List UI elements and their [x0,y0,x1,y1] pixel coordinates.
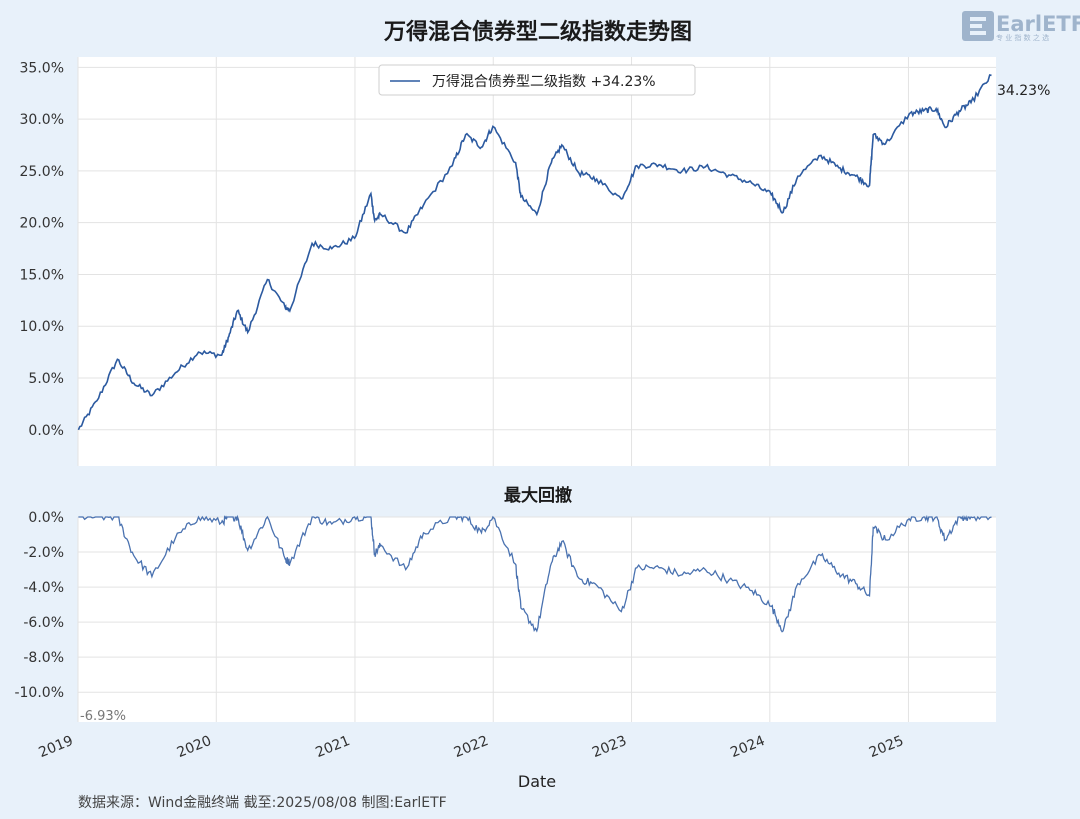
drawdown-y-tick-label: -6.0% [23,615,64,631]
logo-text: EarlETF [996,12,1080,36]
x-tick-label: 2020 [175,733,214,761]
drawdown-y-axis: 0.0% -2.0% -4.0% -6.0% -8.0% -10.0% [14,510,64,701]
index-series-line [77,74,992,431]
end-value-label: 34.23% [997,83,1050,99]
main-y-tick-label: 35.0% [20,60,64,76]
source-note: 数据来源：Wind金融终端 截至:2025/08/08 制图:EarlETF [78,795,447,811]
logo-subtext: 专 业 指 数 之 选 [996,33,1049,42]
main-y-tick-label: 30.0% [20,112,64,128]
x-tick-label: 2021 [313,733,352,761]
drawdown-y-tick-label: 0.0% [28,510,64,526]
drawdown-y-tick-label: -2.0% [23,545,64,561]
drawdown-y-tick-label: -8.0% [23,650,64,666]
main-y-tick-label: 0.0% [28,423,64,439]
main-y-tick-label: 5.0% [28,371,64,387]
drawdown-y-tick-label: -10.0% [14,685,64,701]
main-y-tick-label: 10.0% [20,319,64,335]
legend-entry-label: 万得混合债券型二级指数 +34.23% [432,73,656,90]
x-tick-label: 2024 [728,733,767,761]
drawdown-grid [77,516,996,722]
x-tick-label: 2023 [590,733,629,761]
earletf-logo: EarlETF 专 业 指 数 之 选 [962,11,1080,42]
legend: 万得混合债券型二级指数 +34.23% [378,64,696,96]
drawdown-plot-area [78,517,996,722]
legend-box [378,64,696,96]
chart-title: 万得混合债券型二级指数走势图 [383,19,692,45]
main-y-tick-label: 20.0% [20,216,64,232]
max-drawdown-label: -6.93% [80,709,126,724]
main-y-tick-label: 25.0% [20,164,64,180]
drawdown-title: 最大回撤 [504,485,572,506]
main-plot-area [78,57,996,466]
x-tick-label: 2019 [36,733,75,761]
drawdown-series-line [78,514,992,633]
x-axis: 2019 2020 2021 2022 2023 2024 2025 [36,733,906,761]
x-tick-label: 2025 [867,733,906,761]
x-axis-label: Date [518,772,556,791]
x-tick-label: 2022 [452,733,491,761]
main-grid [77,57,996,466]
drawdown-y-tick-label: -4.0% [23,580,64,596]
main-y-tick-label: 15.0% [20,267,64,283]
main-y-axis: 0.0% 5.0% 10.0% 15.0% 20.0% 25.0% 30.0% 35.0% [20,60,64,438]
